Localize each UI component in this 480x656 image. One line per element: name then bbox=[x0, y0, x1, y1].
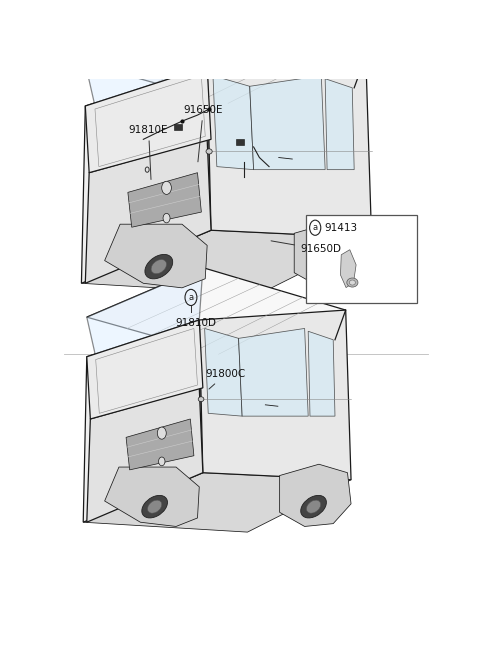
Ellipse shape bbox=[147, 500, 162, 513]
Polygon shape bbox=[207, 56, 372, 238]
Ellipse shape bbox=[347, 278, 358, 287]
Text: a: a bbox=[312, 223, 318, 232]
Polygon shape bbox=[83, 320, 203, 522]
Circle shape bbox=[162, 181, 171, 194]
Polygon shape bbox=[294, 221, 372, 288]
Text: 91413: 91413 bbox=[324, 223, 357, 233]
Ellipse shape bbox=[301, 495, 326, 518]
Text: 91650E: 91650E bbox=[183, 105, 223, 162]
Ellipse shape bbox=[145, 255, 173, 279]
Polygon shape bbox=[126, 419, 194, 470]
Polygon shape bbox=[87, 268, 203, 357]
Polygon shape bbox=[280, 464, 351, 527]
Ellipse shape bbox=[151, 260, 167, 274]
Polygon shape bbox=[199, 310, 351, 480]
Circle shape bbox=[157, 427, 166, 439]
Polygon shape bbox=[325, 79, 354, 170]
Circle shape bbox=[163, 213, 170, 223]
Ellipse shape bbox=[317, 255, 345, 279]
Ellipse shape bbox=[198, 397, 204, 401]
Polygon shape bbox=[308, 331, 335, 416]
Text: 91810E: 91810E bbox=[129, 125, 168, 180]
Polygon shape bbox=[87, 388, 203, 522]
Polygon shape bbox=[250, 75, 325, 170]
FancyBboxPatch shape bbox=[305, 215, 417, 304]
Polygon shape bbox=[83, 473, 351, 532]
Polygon shape bbox=[85, 10, 211, 106]
Polygon shape bbox=[85, 139, 211, 283]
Polygon shape bbox=[85, 67, 211, 173]
Polygon shape bbox=[87, 268, 346, 362]
Text: 91810D: 91810D bbox=[175, 318, 216, 328]
Bar bbox=[174, 124, 182, 131]
Polygon shape bbox=[213, 75, 253, 170]
Polygon shape bbox=[239, 329, 308, 416]
Ellipse shape bbox=[306, 500, 321, 513]
Ellipse shape bbox=[142, 495, 168, 518]
Text: 91800C: 91800C bbox=[205, 369, 246, 389]
Polygon shape bbox=[85, 10, 366, 112]
Polygon shape bbox=[87, 320, 203, 419]
Circle shape bbox=[158, 457, 165, 466]
Polygon shape bbox=[105, 224, 207, 288]
Ellipse shape bbox=[206, 149, 212, 154]
Polygon shape bbox=[82, 230, 372, 294]
Polygon shape bbox=[340, 250, 356, 287]
Polygon shape bbox=[105, 467, 199, 527]
Polygon shape bbox=[82, 67, 211, 283]
Text: a: a bbox=[188, 293, 193, 302]
Polygon shape bbox=[204, 329, 242, 416]
Text: 91650D: 91650D bbox=[271, 241, 341, 255]
Polygon shape bbox=[128, 173, 202, 227]
Ellipse shape bbox=[349, 280, 355, 285]
Ellipse shape bbox=[324, 260, 338, 274]
Bar bbox=[236, 139, 244, 146]
